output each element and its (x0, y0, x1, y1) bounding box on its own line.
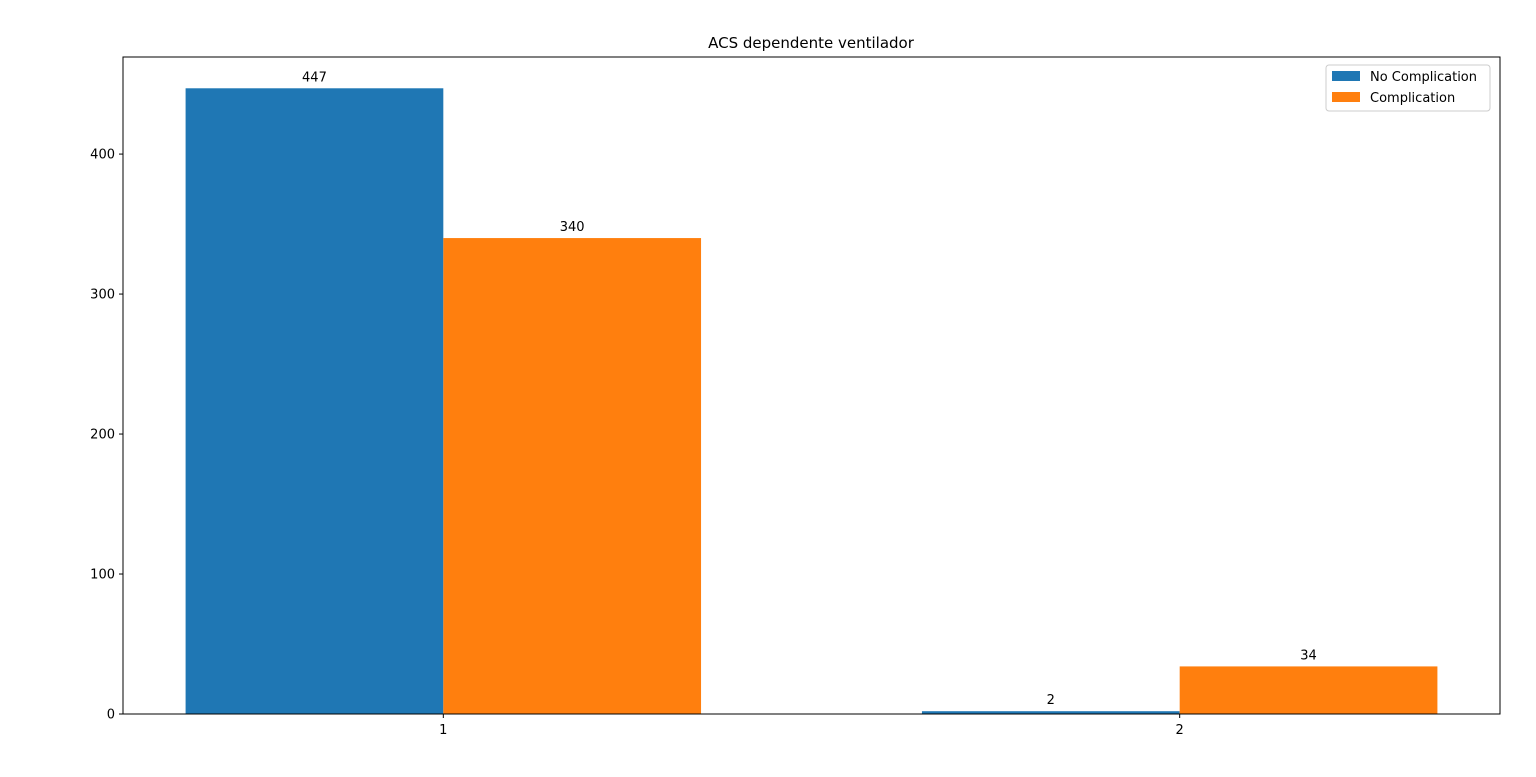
legend-label: No Complication (1370, 70, 1477, 85)
bar-no-complication-2 (921, 711, 1180, 714)
legend-swatch (1332, 92, 1360, 102)
bar-value-label: 2 (1047, 693, 1055, 708)
bar-no-complication-1 (185, 88, 444, 715)
y-tick-label: 300 (90, 288, 115, 303)
chart-title: ACS dependente ventilador (708, 34, 915, 52)
bar-value-label: 34 (1300, 648, 1317, 663)
bar-complication-1 (443, 238, 702, 715)
y-tick-label: 100 (90, 568, 115, 583)
legend-label: Complication (1370, 91, 1455, 106)
legend: No Complication Complication (1325, 64, 1491, 112)
x-tick-label: 2 (1176, 723, 1184, 738)
x-tick-label: 1 (439, 723, 447, 738)
y-tick-label: 200 (90, 428, 115, 443)
bar-value-label: 340 (560, 220, 585, 235)
y-tick-label: 400 (90, 148, 115, 163)
bar-value-label: 447 (302, 70, 327, 85)
axes-frame (122, 56, 1501, 715)
legend-swatch (1332, 71, 1360, 81)
legend-box (1325, 64, 1491, 112)
bar-complication-2 (1179, 666, 1438, 714)
y-tick-label: 0 (107, 708, 115, 723)
